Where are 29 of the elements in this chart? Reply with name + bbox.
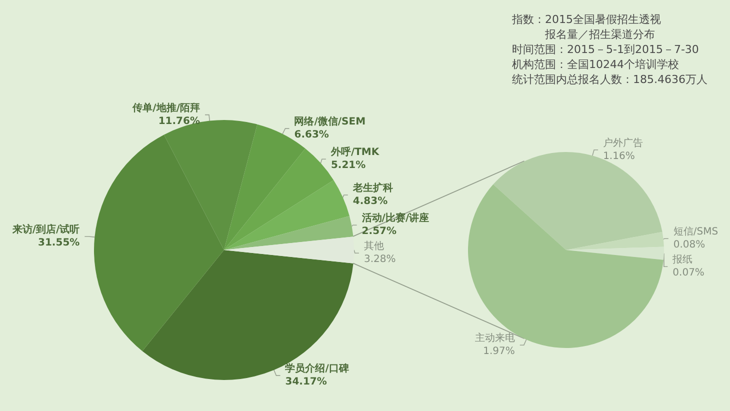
data-label: 1.97%	[483, 346, 515, 358]
text: 指数：2015全国暑假招生透视	[512, 12, 661, 27]
text: 报名量／招生渠道分布	[545, 27, 656, 42]
text: 机构范围：全国10244个培训学校	[512, 57, 679, 72]
data-label: 2.57%	[362, 226, 397, 238]
data-label: 34.17%	[285, 376, 327, 388]
data-label: 0.08%	[673, 240, 706, 251]
slice-label: 其他	[364, 240, 384, 252]
slice-label: 报纸	[672, 254, 693, 266]
data-label: 5.21%	[330, 160, 366, 172]
data-label: 3.28%	[364, 254, 396, 266]
slice-label: 活动/比赛/讲座	[360, 212, 430, 224]
slice-label: 老生扩科	[352, 182, 393, 194]
data-label: 11.76%	[158, 116, 200, 127]
slice-label: 来访/到店/试听	[11, 223, 80, 236]
data-label: 1.16%	[603, 150, 635, 162]
slice-label: 主动来电	[474, 332, 515, 344]
slice-label: 短信/SMS	[673, 226, 718, 238]
data-label: 4.83%	[352, 196, 388, 208]
text: 时间范围：2015－5-1到2015－7-30	[512, 42, 699, 57]
data-label: 6.63%	[294, 130, 329, 141]
slice-label: 户外广告	[603, 136, 644, 149]
slice-label: 网络/微信/SEM	[294, 116, 366, 128]
slice-label: 传单/地推/陌拜	[132, 102, 200, 114]
data-label: 0.07%	[672, 268, 704, 279]
text: 统计范围内总报名人数：185.4636万人	[512, 72, 708, 87]
slice-label: 学员介绍/口碑	[285, 362, 349, 375]
data-label: 31.55%	[38, 237, 80, 248]
slice-label: 外呼/TMK	[330, 146, 380, 158]
